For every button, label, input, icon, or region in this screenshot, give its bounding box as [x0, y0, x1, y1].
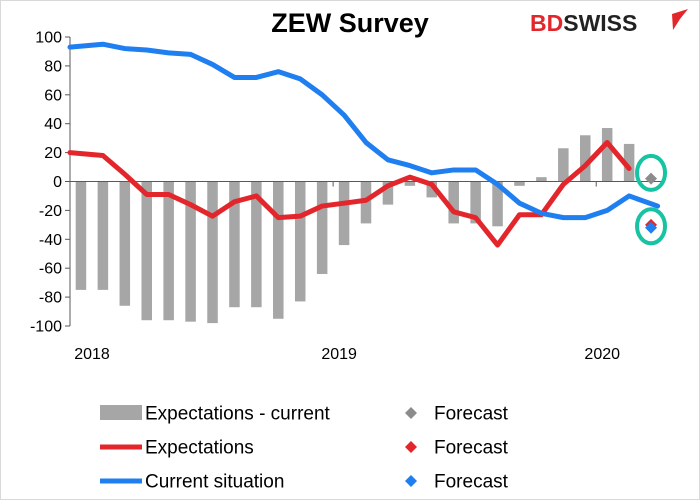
- forecast-point-current-situation: [645, 221, 658, 234]
- legend-item-forecast-red: Forecast: [405, 438, 509, 459]
- bar-expectations-current: [97, 181, 109, 290]
- bars-group: [75, 128, 635, 324]
- y-tick-label: -80: [39, 290, 62, 307]
- highlight-circle-annotation: [635, 207, 668, 246]
- legend-label: Expectations: [145, 438, 254, 459]
- legend-label: Current situation: [145, 472, 284, 493]
- y-tick-label: -40: [39, 232, 62, 249]
- legend: Expectations - current Expectations Curren…: [100, 404, 509, 493]
- logo-swoosh-icon: [672, 9, 688, 30]
- bar-expectations-current: [163, 181, 174, 321]
- logo-part-swiss: SWISS: [563, 10, 637, 36]
- legend-item-current-situation: Current situation: [100, 472, 284, 493]
- y-tick-label: 60: [44, 87, 62, 104]
- x-tick-label: 2019: [321, 346, 357, 363]
- bar-expectations-current: [338, 181, 350, 246]
- y-tick-labels: 100 80 60 40 20 0 -20 -40 -60 -80 -100: [30, 30, 62, 336]
- y-tick-label: -100: [30, 319, 62, 336]
- y-tick-label: 100: [35, 30, 62, 47]
- plot-area: 100 80 60 40 20 0 -20 -40 -60 -80 -100 2018 2019 202…: [30, 30, 668, 363]
- legend-label: Forecast: [434, 404, 509, 425]
- bar-expectations-current: [558, 148, 569, 182]
- bar-expectations-current: [623, 143, 635, 182]
- forecast-point-expectations-current: [645, 172, 658, 185]
- x-tick-label: 2020: [584, 346, 620, 363]
- legend-label: Forecast: [434, 438, 509, 459]
- logo-part-bd: BD: [530, 10, 563, 36]
- legend-swatch: [100, 405, 142, 420]
- legend-item-forecast-blue: Forecast: [405, 472, 509, 493]
- y-tick-label: 20: [44, 145, 62, 162]
- bar-expectations-current: [207, 181, 218, 324]
- annotations-group: [635, 153, 668, 246]
- y-tick-label: 0: [53, 174, 62, 191]
- line-current-situation: [67, 41, 661, 221]
- legend-swatch: [405, 475, 417, 487]
- bar-expectations-current: [492, 181, 503, 227]
- legend-item-expectations-current: Expectations - current: [100, 404, 331, 425]
- points-group: [645, 172, 658, 234]
- legend-item-expectations: Expectations: [100, 438, 254, 459]
- bar-expectations-current: [536, 177, 547, 182]
- x-tick-labels: 2018 2019 2020: [74, 346, 620, 363]
- bar-expectations-current: [404, 181, 416, 186]
- y-tick-label: 40: [44, 116, 62, 133]
- bar-expectations-current: [251, 181, 262, 308]
- bar-expectations-current: [382, 181, 394, 205]
- bar-expectations-current: [119, 181, 131, 306]
- y-tick-label: -20: [39, 203, 62, 220]
- bar-expectations-current: [294, 181, 306, 302]
- legend-label: Expectations - current: [145, 404, 331, 425]
- x-tick-label: 2018: [74, 346, 110, 363]
- brand-logo: BDSWISS: [530, 9, 688, 36]
- bar-expectations-current: [580, 135, 591, 182]
- bar-expectations-current: [316, 181, 328, 274]
- chart-title: ZEW Survey: [271, 8, 429, 38]
- y-tick-label: 80: [44, 58, 62, 75]
- bar-expectations-current: [141, 181, 152, 321]
- bar-expectations-current: [601, 128, 613, 182]
- y-tick-label: -60: [39, 261, 62, 278]
- line-expectations: [67, 139, 632, 248]
- bar-expectations-current: [448, 181, 459, 224]
- legend-swatch: [405, 407, 417, 419]
- legend-label: Forecast: [434, 472, 509, 493]
- highlight-circle-annotation: [635, 153, 668, 192]
- bar-expectations-current: [470, 181, 481, 224]
- bar-expectations-current: [514, 181, 525, 186]
- bar-expectations-current: [273, 181, 284, 319]
- bar-expectations-current: [185, 181, 196, 322]
- bar-expectations-current: [229, 181, 240, 308]
- legend-swatch: [405, 441, 417, 453]
- lines-group: [67, 41, 661, 248]
- bar-expectations-current: [75, 181, 87, 290]
- bar-expectations-current: [426, 181, 438, 198]
- svg-text:BDSWISS: BDSWISS: [530, 10, 637, 36]
- legend-item-forecast-grey: Forecast: [405, 404, 509, 425]
